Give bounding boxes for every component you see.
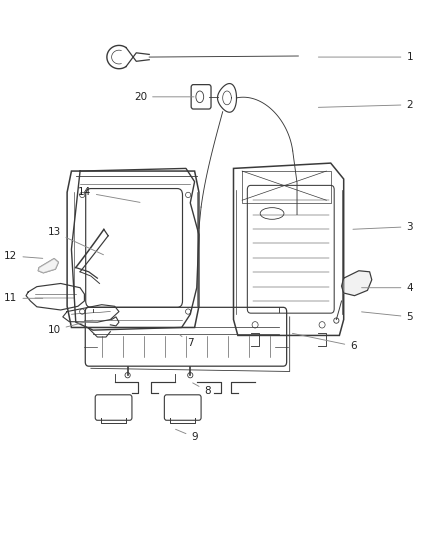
Text: 7: 7 xyxy=(180,335,194,349)
Text: 4: 4 xyxy=(362,282,413,293)
Text: 12: 12 xyxy=(4,251,43,261)
Text: 9: 9 xyxy=(176,429,198,442)
Polygon shape xyxy=(342,271,372,296)
Polygon shape xyxy=(38,259,59,273)
Text: 10: 10 xyxy=(47,320,92,335)
Text: 13: 13 xyxy=(47,227,103,255)
Text: 5: 5 xyxy=(362,312,413,322)
Text: 20: 20 xyxy=(134,92,194,102)
Text: 2: 2 xyxy=(318,100,413,110)
Text: 6: 6 xyxy=(293,333,357,351)
Text: 1: 1 xyxy=(318,52,413,62)
Text: 8: 8 xyxy=(193,383,211,396)
Text: 14: 14 xyxy=(78,187,140,203)
Text: 3: 3 xyxy=(353,222,413,232)
Text: 11: 11 xyxy=(4,293,43,303)
